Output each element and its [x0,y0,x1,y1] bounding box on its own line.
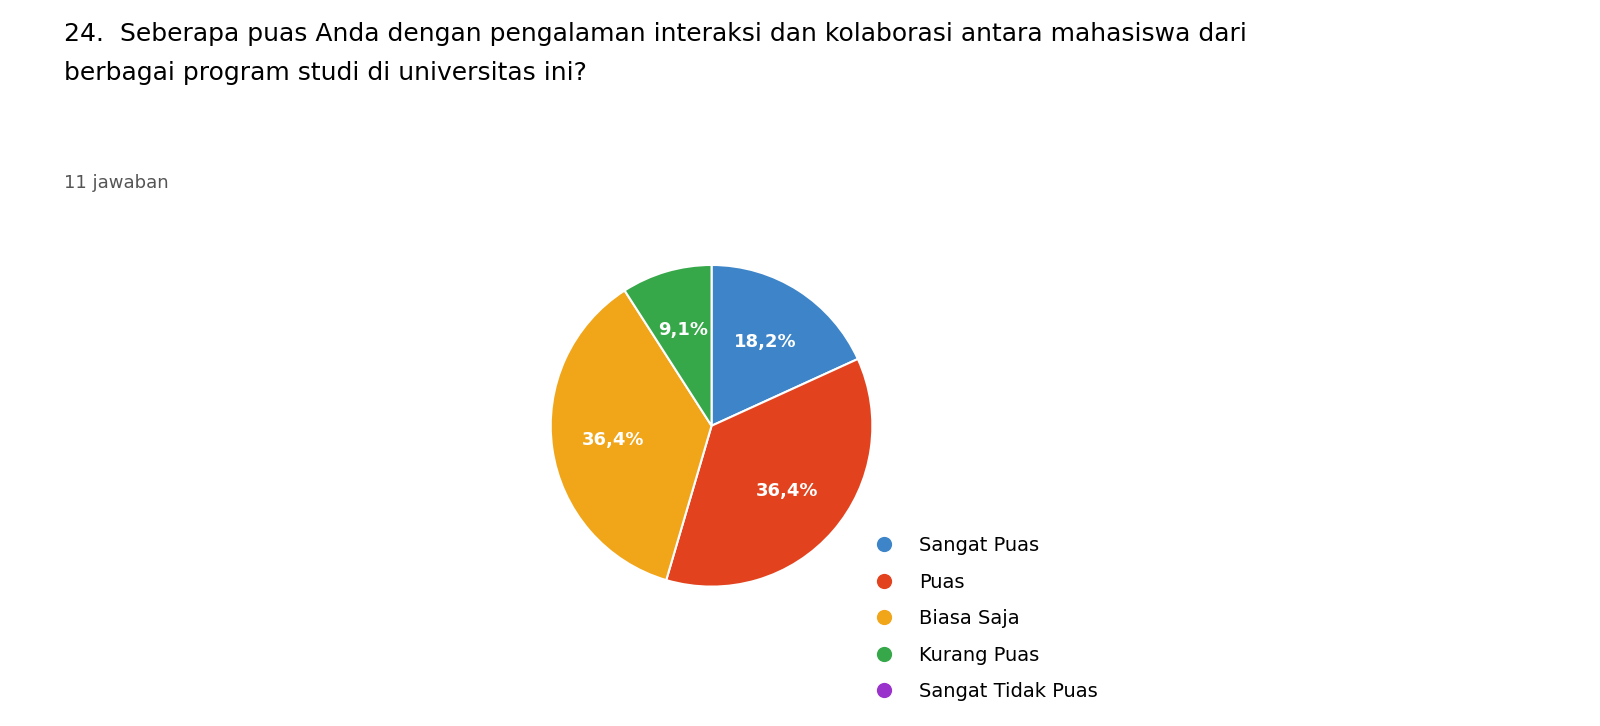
Wedge shape [624,265,712,425]
Text: 24.  Seberapa puas Anda dengan pengalaman interaksi dan kolaborasi antara mahasi: 24. Seberapa puas Anda dengan pengalaman… [64,22,1246,85]
Legend: Sangat Puas, Puas, Biasa Saja, Kurang Puas, Sangat Tidak Puas: Sangat Puas, Puas, Biasa Saja, Kurang Pu… [854,526,1107,711]
Text: 36,4%: 36,4% [582,431,645,449]
Text: 11 jawaban: 11 jawaban [64,174,168,192]
Wedge shape [550,290,712,580]
Text: 36,4%: 36,4% [755,482,818,500]
Wedge shape [712,265,858,425]
Text: 18,2%: 18,2% [734,333,797,351]
Wedge shape [666,359,872,587]
Text: 9,1%: 9,1% [659,321,709,339]
